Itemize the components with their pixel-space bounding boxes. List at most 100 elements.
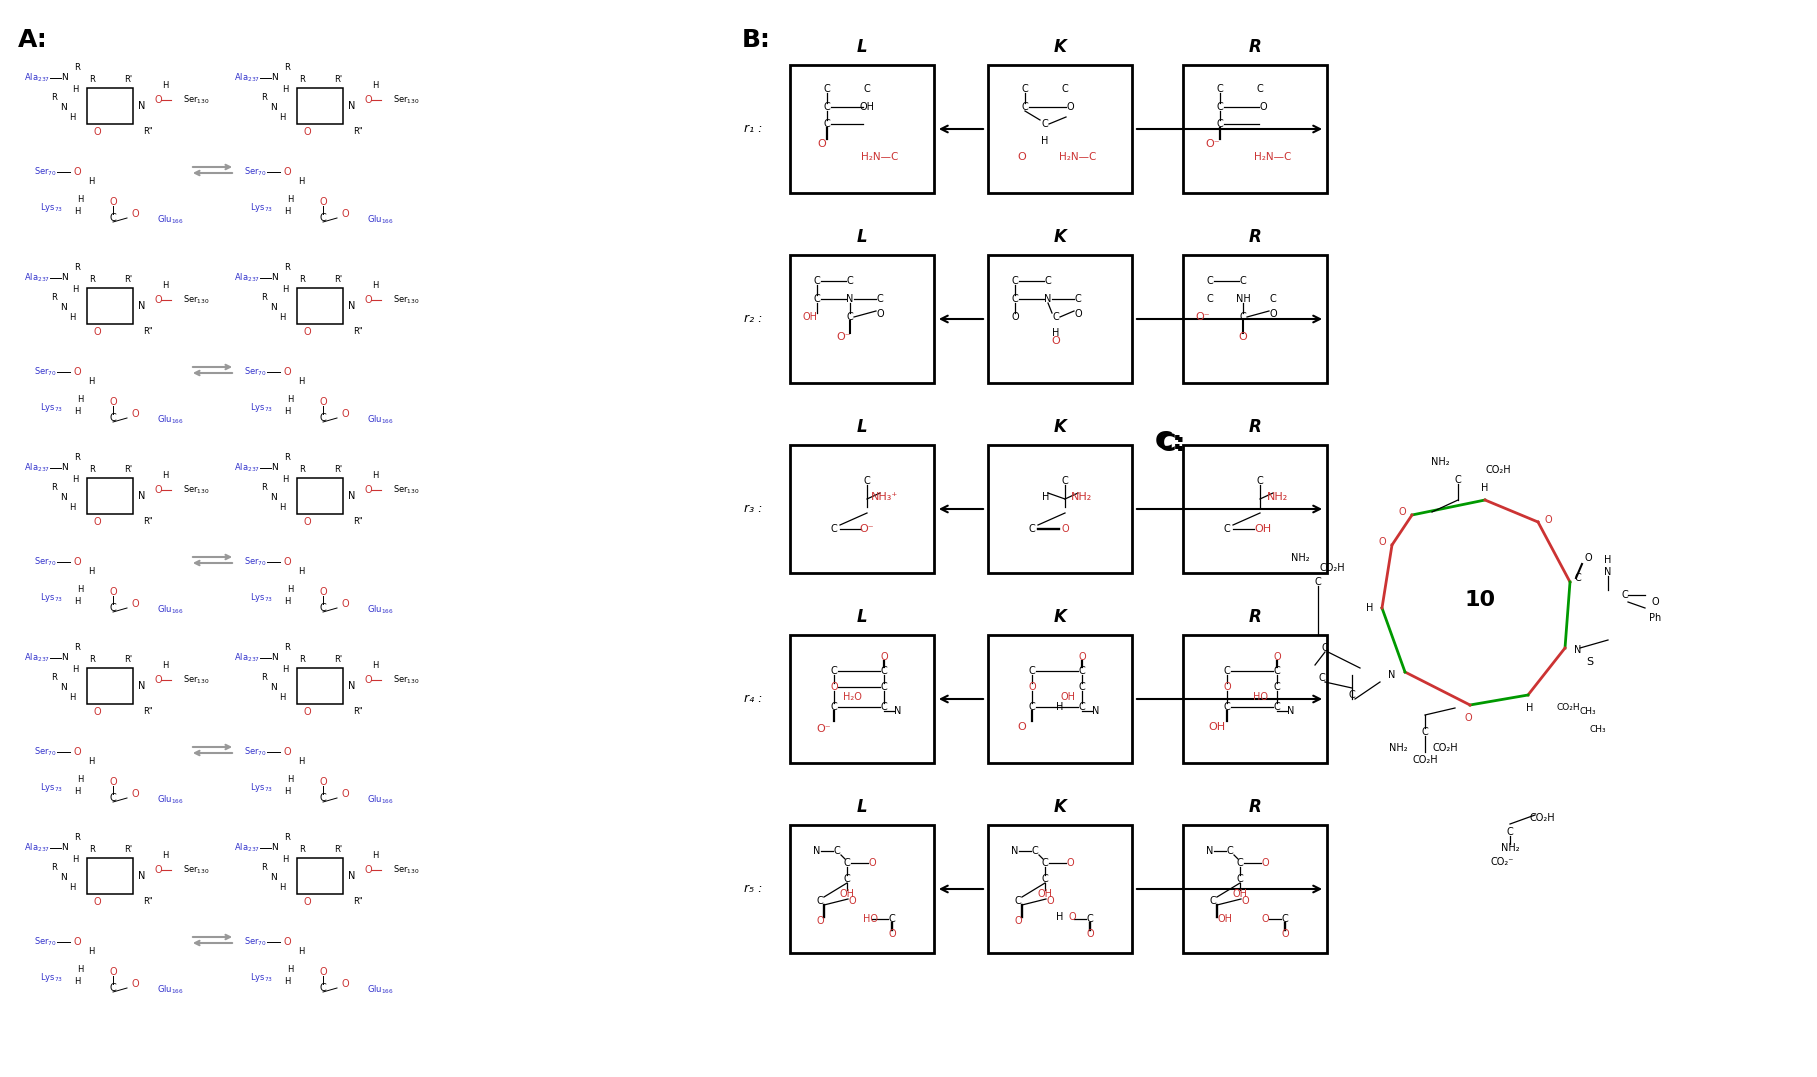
Text: N: N	[271, 843, 278, 853]
Text: NH₂: NH₂	[1501, 843, 1519, 853]
Text: R: R	[1248, 228, 1261, 246]
Text: Ala$_{237}$: Ala$_{237}$	[234, 842, 260, 854]
Bar	[1183, 65, 1326, 193]
Bar	[87, 288, 133, 324]
Text: Ser$_{130}$: Ser$_{130}$	[392, 294, 420, 306]
Text: H: H	[372, 661, 378, 671]
Bar	[790, 445, 934, 573]
Text: N: N	[62, 73, 69, 83]
Text: Lys$_{73}$: Lys$_{73}$	[40, 591, 64, 604]
Text: O: O	[1018, 152, 1027, 162]
Bar	[790, 65, 934, 193]
Bar	[988, 255, 1132, 383]
Text: R": R"	[144, 708, 153, 716]
Text: O: O	[1652, 597, 1659, 607]
Text: C: C	[1206, 276, 1214, 286]
Text: O: O	[342, 789, 349, 799]
Text: Glu$_{166}$: Glu$_{166}$	[156, 983, 184, 996]
Text: H: H	[283, 598, 291, 606]
Text: C: C	[1041, 118, 1048, 129]
Text: L: L	[856, 228, 867, 246]
Text: H: H	[283, 208, 291, 216]
Text: H: H	[372, 852, 378, 861]
Text: O: O	[109, 777, 116, 787]
Text: C: C	[876, 294, 883, 304]
Text: HO: HO	[1252, 693, 1268, 702]
Text: Ser$_{130}$: Ser$_{130}$	[392, 94, 420, 107]
Text: C: C	[1217, 118, 1223, 129]
Text: C: C	[1210, 896, 1216, 906]
Text: C: C	[1021, 84, 1028, 94]
Text: Glu$_{166}$: Glu$_{166}$	[156, 213, 184, 226]
Text: R: R	[283, 453, 291, 462]
Text: C: C	[889, 914, 896, 924]
Text: R": R"	[144, 127, 153, 137]
Text: O: O	[879, 652, 889, 662]
Text: C: C	[814, 294, 819, 304]
Text: r₁ :: r₁ :	[743, 123, 761, 136]
Text: A:: A:	[18, 28, 47, 52]
Text: C: C	[1274, 702, 1281, 712]
Text: R': R'	[124, 655, 133, 663]
Text: Ser$_{70}$: Ser$_{70}$	[243, 556, 267, 569]
Text: R': R'	[124, 74, 133, 84]
Text: C: C	[1575, 573, 1581, 583]
Text: O: O	[303, 327, 311, 337]
Text: OH: OH	[859, 102, 874, 112]
Text: O: O	[109, 397, 116, 407]
Text: Ser$_{130}$: Ser$_{130}$	[392, 484, 420, 496]
Text: O: O	[1061, 524, 1068, 534]
Text: N: N	[814, 847, 821, 856]
Text: H: H	[372, 82, 378, 90]
Text: N: N	[271, 274, 278, 282]
Text: C: C	[881, 682, 887, 693]
Text: O: O	[1261, 858, 1268, 868]
Text: O: O	[1047, 896, 1054, 906]
Text: Ser$_{70}$: Ser$_{70}$	[243, 166, 267, 179]
Text: H: H	[73, 85, 78, 95]
Text: R': R'	[124, 275, 133, 283]
Text: O: O	[109, 587, 116, 597]
Text: Glu$_{166}$: Glu$_{166}$	[367, 604, 394, 616]
Text: H₂O: H₂O	[843, 693, 861, 702]
Text: R': R'	[334, 464, 342, 474]
Text: N: N	[847, 294, 854, 304]
Text: CO₂⁻: CO₂⁻	[1490, 857, 1514, 867]
Text: Lys$_{73}$: Lys$_{73}$	[40, 971, 64, 984]
Text: O: O	[320, 967, 327, 977]
Text: C: C	[881, 702, 887, 712]
Text: H: H	[69, 883, 74, 893]
Text: C: C	[843, 858, 850, 868]
Text: H: H	[1056, 702, 1063, 712]
Text: R: R	[1248, 418, 1261, 436]
Text: C: C	[1041, 858, 1048, 868]
Text: N: N	[62, 463, 69, 473]
Text: H: H	[162, 852, 169, 861]
Text: R: R	[283, 834, 291, 842]
Bar	[87, 478, 133, 514]
Text: N: N	[1092, 707, 1099, 716]
Text: H: H	[278, 883, 285, 893]
Text: O: O	[363, 95, 372, 104]
Text: Glu$_{166}$: Glu$_{166}$	[156, 604, 184, 616]
Text: O: O	[1584, 553, 1592, 563]
Text: C: C	[1257, 84, 1263, 94]
Text: H: H	[76, 196, 84, 205]
Text: O: O	[154, 485, 162, 495]
Text: R': R'	[124, 844, 133, 853]
Text: H: H	[76, 395, 84, 405]
Text: Ser$_{70}$: Ser$_{70}$	[35, 366, 56, 378]
Text: C: C	[1226, 847, 1234, 856]
Text: C: C	[1087, 914, 1094, 924]
Text: R: R	[300, 464, 305, 474]
Text: N: N	[271, 873, 276, 882]
Text: O: O	[1241, 896, 1248, 906]
Text: O: O	[93, 897, 100, 907]
Text: O: O	[1074, 309, 1081, 319]
Text: H: H	[74, 208, 80, 216]
Text: R: R	[51, 864, 56, 872]
Text: H: H	[74, 787, 80, 797]
Text: O⁻: O⁻	[1196, 312, 1210, 322]
Text: H: H	[278, 504, 285, 513]
Text: R: R	[300, 275, 305, 283]
